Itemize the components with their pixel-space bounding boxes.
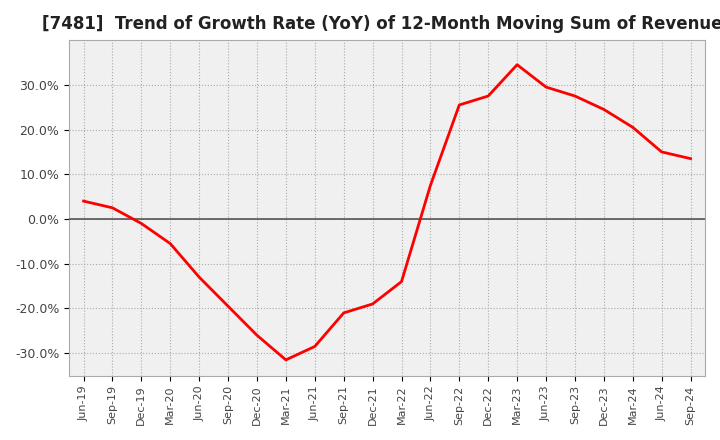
Title: [7481]  Trend of Growth Rate (YoY) of 12-Month Moving Sum of Revenues: [7481] Trend of Growth Rate (YoY) of 12-… <box>42 15 720 33</box>
